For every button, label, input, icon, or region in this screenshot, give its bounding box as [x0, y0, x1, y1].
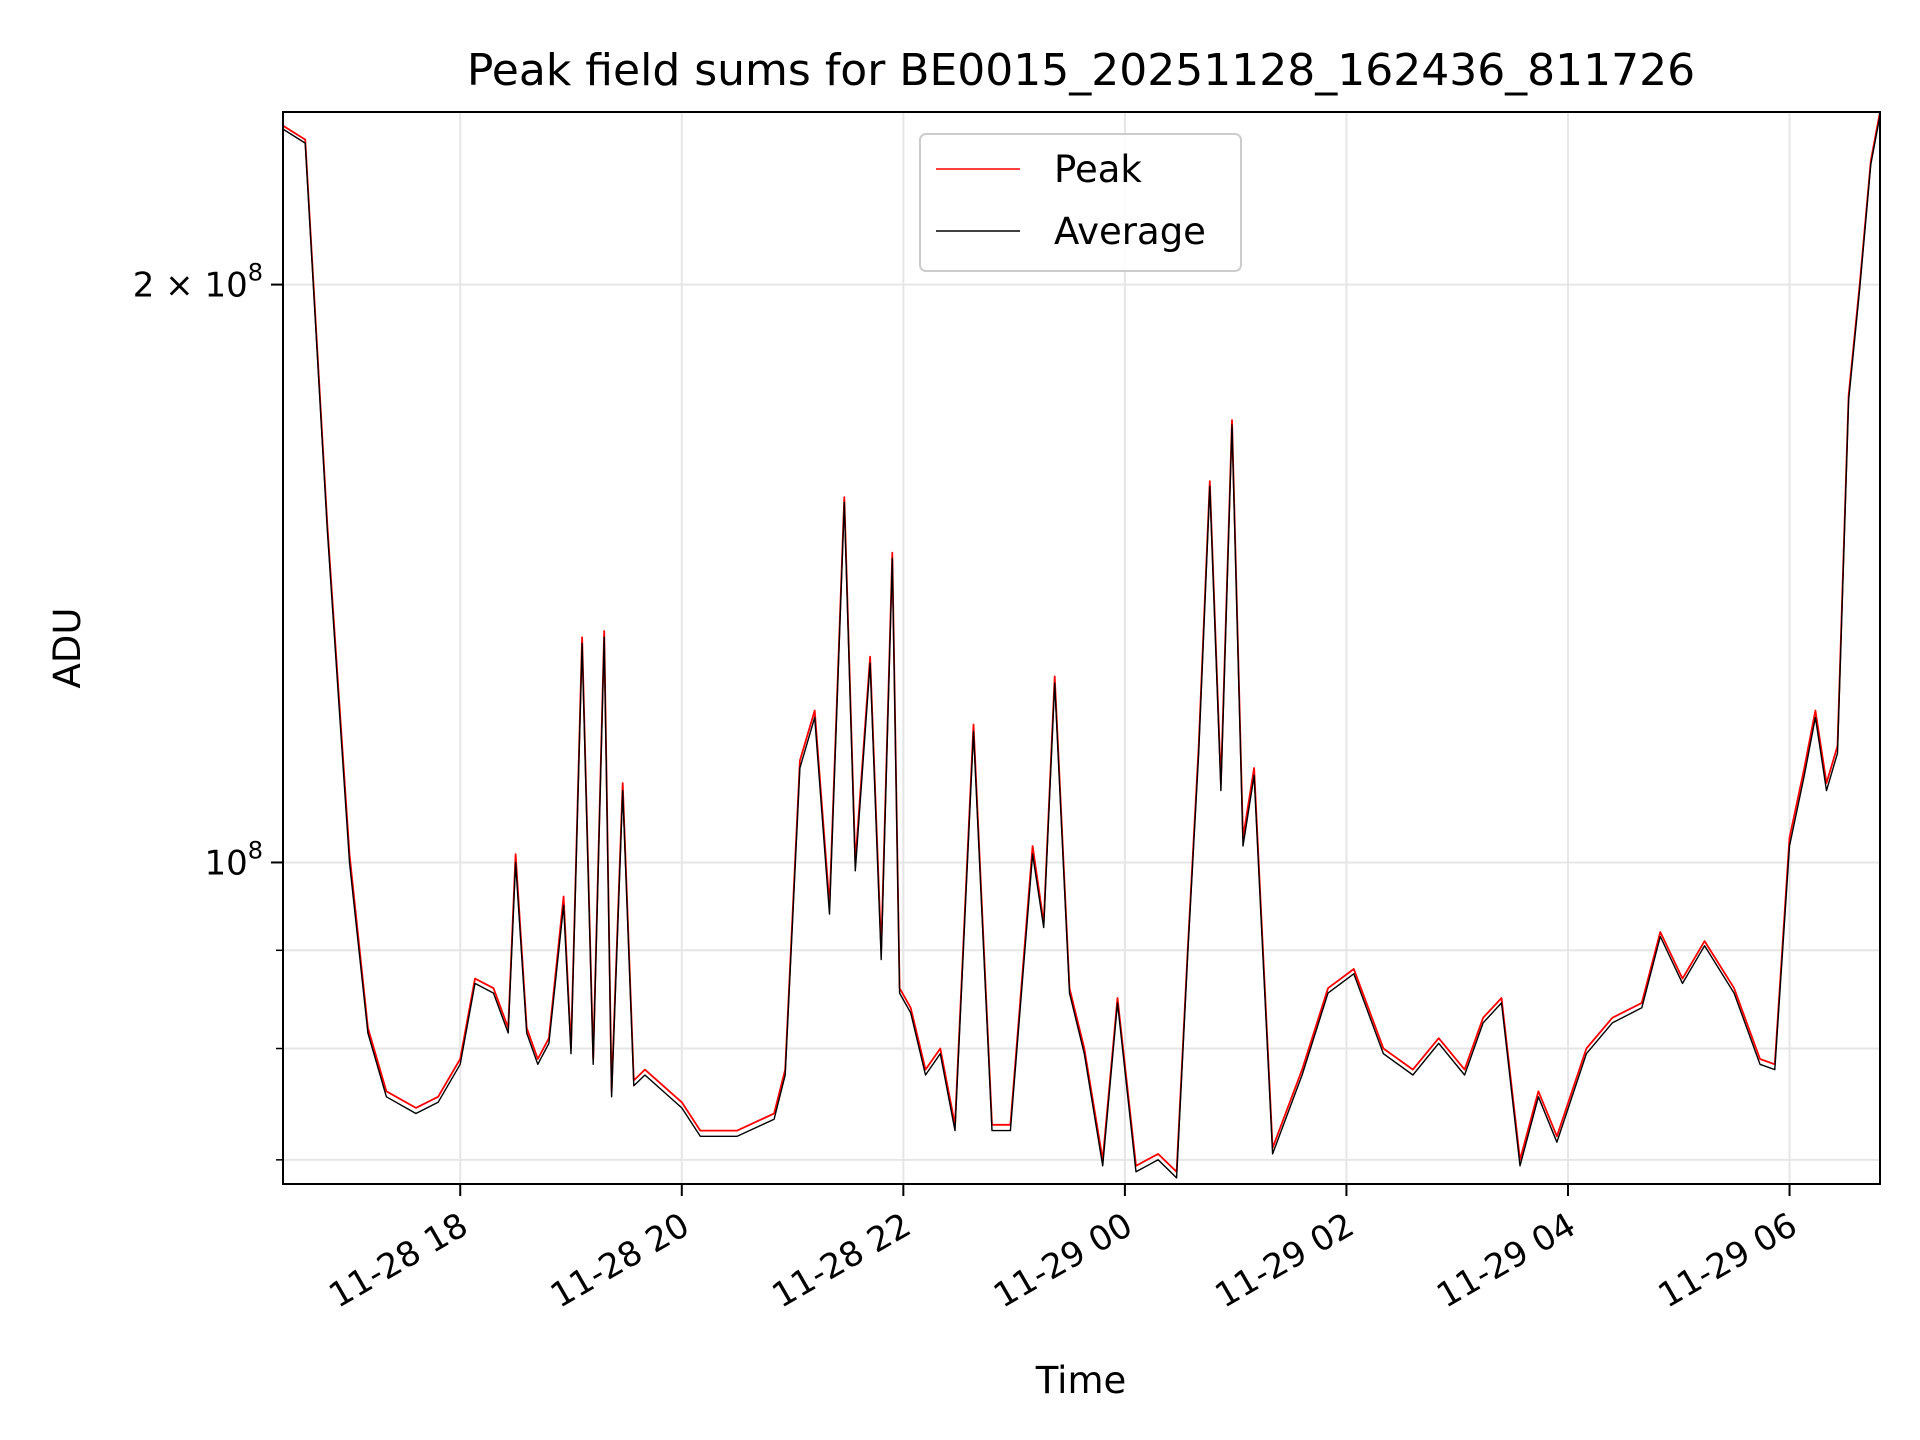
series-line-peak — [282, 111, 1881, 1173]
series-line-average — [282, 115, 1881, 1179]
y-tick-label: 2 × 108 — [133, 259, 263, 306]
legend-label-peak: Peak — [1054, 148, 1142, 191]
grid-lines — [283, 112, 1880, 1184]
chart-title: Peak field sums for BE0015_20251128_1624… — [467, 45, 1695, 96]
series-lines — [282, 111, 1881, 1179]
legend: Peak Average — [919, 133, 1242, 272]
y-axis: 108 2 × 108 — [133, 259, 283, 1161]
legend-label-average: Average — [1054, 210, 1206, 253]
y-tick-label: 108 — [204, 836, 263, 883]
x-axis-label: Time — [1035, 1359, 1127, 1402]
y-axis-label: ADU — [46, 608, 89, 689]
plot-frame — [282, 111, 1881, 1185]
